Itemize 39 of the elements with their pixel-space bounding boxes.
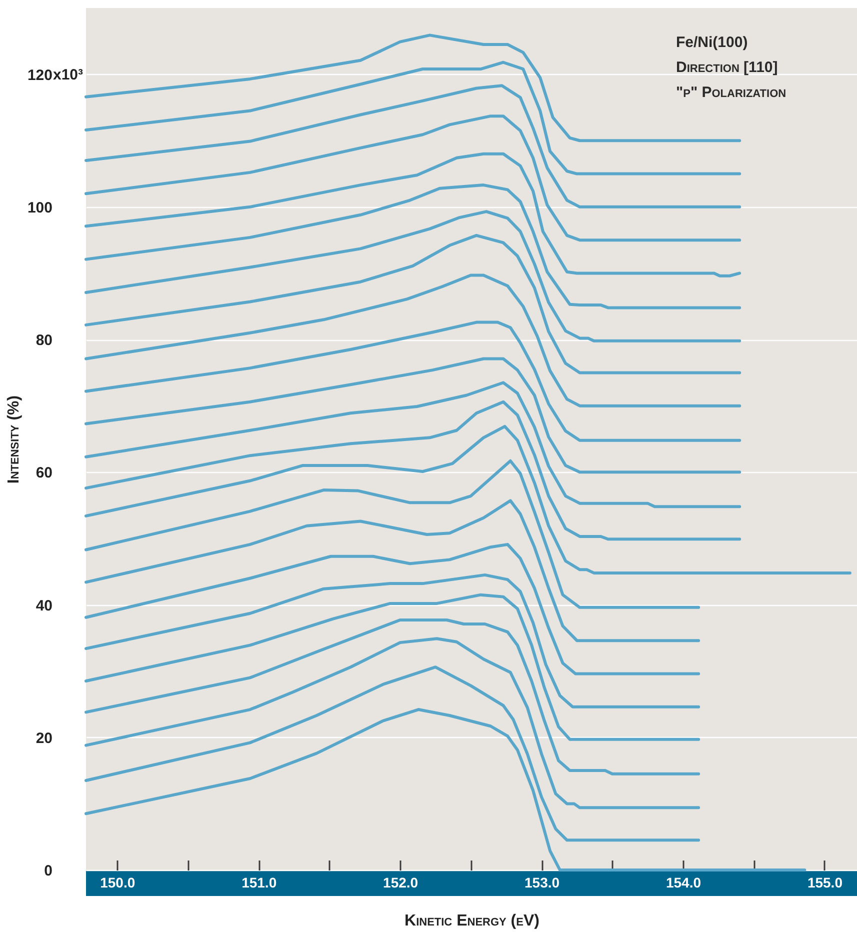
y-tick-label: 80 xyxy=(36,332,52,350)
line-series xyxy=(84,708,806,872)
line-series xyxy=(84,320,742,442)
line-series xyxy=(84,114,742,242)
line-series xyxy=(84,184,742,310)
x-tick-label: 154.0 xyxy=(666,874,702,890)
line-series xyxy=(84,381,742,508)
text: x10³ xyxy=(53,66,84,84)
line-series xyxy=(84,400,742,541)
line-series xyxy=(84,618,700,776)
annotation: "p" Polarization xyxy=(676,84,786,101)
y-tick-label: 0 xyxy=(44,862,52,880)
line-series xyxy=(84,210,742,342)
annotation: Direction [110] xyxy=(676,59,778,76)
line-series xyxy=(84,424,852,574)
line-series xyxy=(84,152,742,278)
x-tick-label: 155.0 xyxy=(807,874,843,890)
x-tick-label: 150.0 xyxy=(100,874,136,890)
y-tick-label: 40 xyxy=(36,597,52,614)
line-series xyxy=(84,573,700,708)
line-series xyxy=(84,459,700,609)
x-tick-label: 151.0 xyxy=(242,874,277,890)
y-tick-label: 20 xyxy=(36,730,52,747)
x-tick-label: 152.0 xyxy=(383,874,418,890)
line-series xyxy=(84,357,742,474)
line-series xyxy=(84,542,700,676)
line-series xyxy=(84,593,700,741)
line-series xyxy=(84,234,742,374)
line-series xyxy=(84,499,700,642)
annotation: Fe/Ni(100) xyxy=(676,34,748,51)
y-axis-title: Intensity (%) xyxy=(5,395,22,484)
y-tick-label: 100 xyxy=(27,199,52,216)
x-axis-title: Kinetic Energy (eV) xyxy=(404,912,540,930)
line-series xyxy=(84,274,742,408)
x-tick-label: 153.0 xyxy=(524,874,560,890)
y-tick-label: 60 xyxy=(36,464,52,482)
line-series xyxy=(84,637,700,810)
line-series xyxy=(84,666,700,842)
y-tick-label: 120 xyxy=(27,66,52,84)
